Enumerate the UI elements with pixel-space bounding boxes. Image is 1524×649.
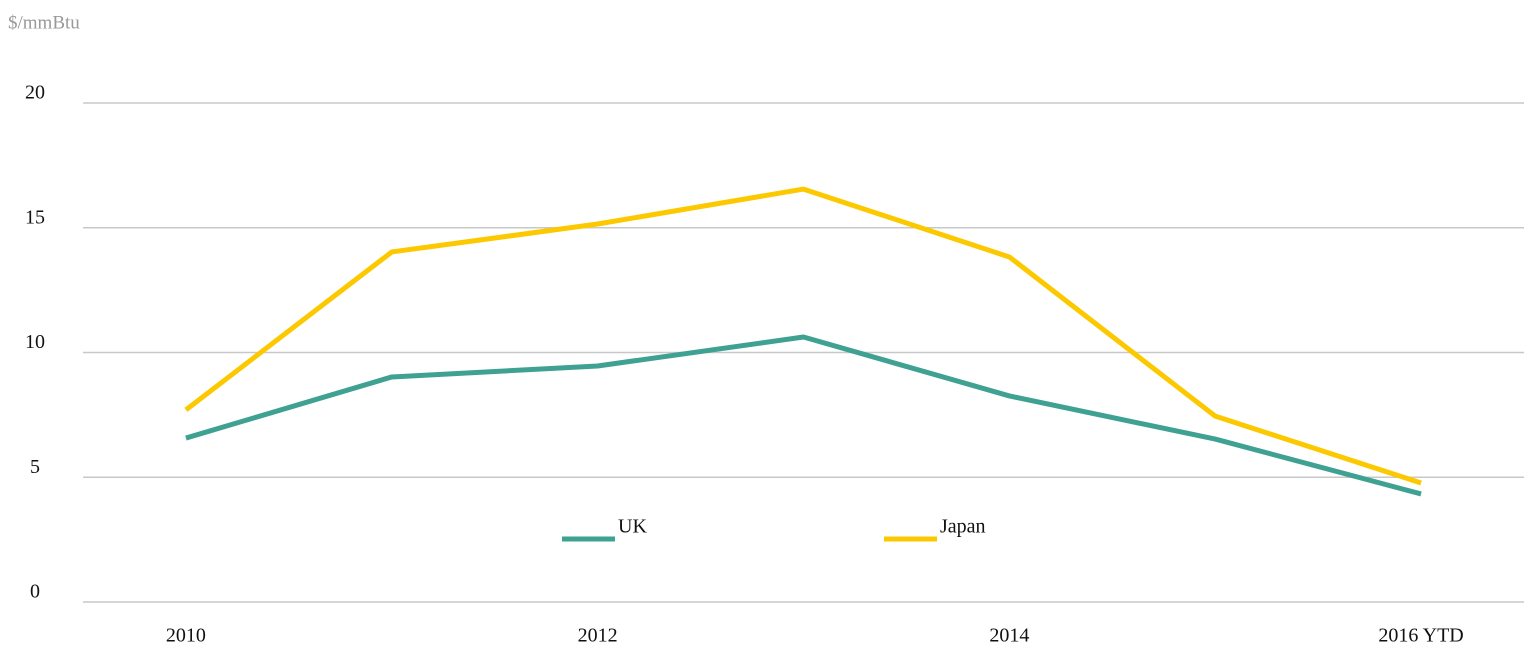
series-line [185,334,1422,497]
series-line [184,186,1422,486]
y-tick-label: 10 [25,331,45,353]
y-tick-label: 15 [25,206,45,228]
y-axis-label: $/mmBtu [8,12,80,33]
legend-label: Japan [940,516,986,538]
x-tick-label: 2012 [578,625,618,647]
x-tick-label: 2016 YTD [1378,625,1463,647]
y-tick-label: 20 [25,82,45,104]
legend-label: UK [618,516,647,538]
x-tick-label: 2014 [989,625,1029,647]
y-tick-label: 5 [30,456,40,478]
x-tick-label: 2010 [166,625,206,647]
y-tick-label: 0 [30,581,40,603]
